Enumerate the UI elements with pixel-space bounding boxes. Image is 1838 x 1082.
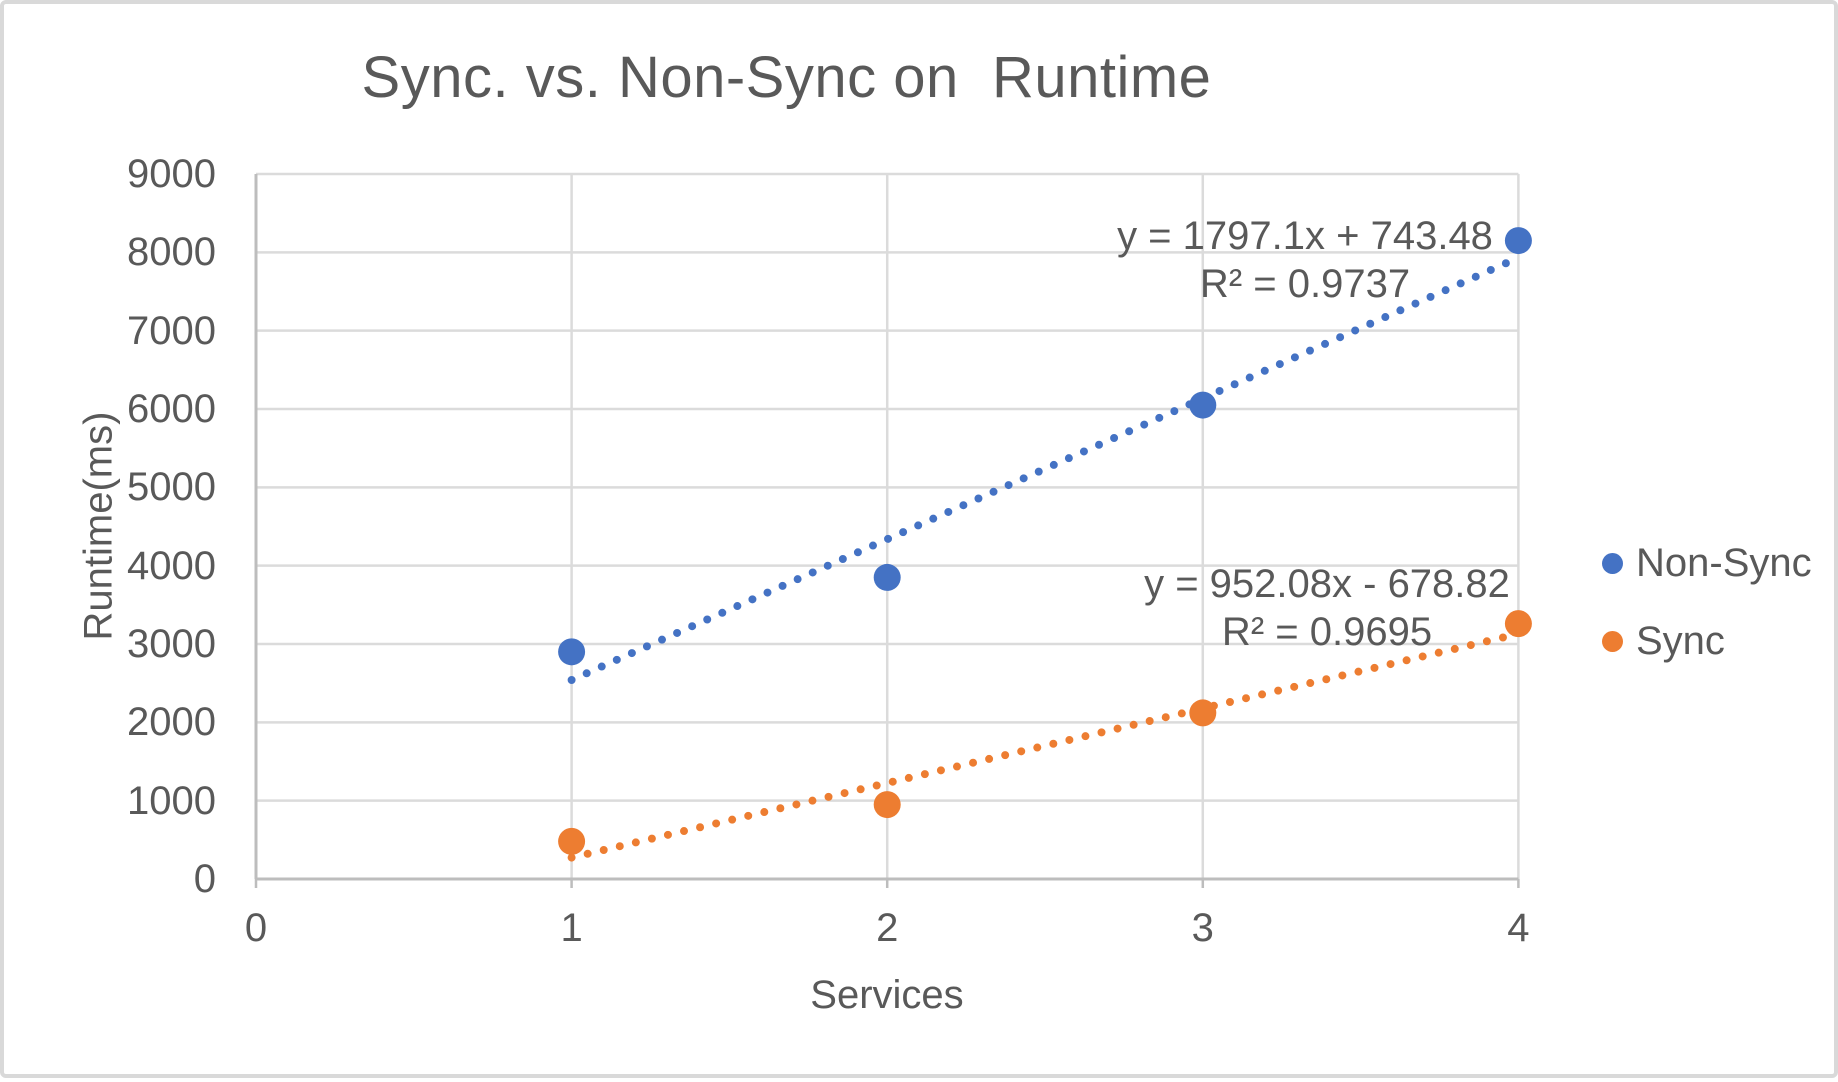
data-point-sync — [1504, 610, 1532, 638]
trendline-label-nonsync: y = 1797.1x + 743.48 R² = 0.9737 — [1117, 212, 1493, 308]
data-point-sync — [873, 791, 901, 819]
x-tick-label: 3 — [1191, 906, 1214, 950]
y-tick-label: 9000 — [127, 152, 216, 196]
chart-title: Sync. vs. Non-Sync on Runtime — [361, 45, 1212, 110]
y-tick-label: 4000 — [127, 543, 216, 588]
trendline-equation-nonsync: y = 1797.1x + 743.48 — [1117, 214, 1493, 258]
y-tick-label: 1000 — [127, 778, 216, 823]
x-tick-label: 0 — [244, 906, 268, 950]
data-point-non-sync — [873, 563, 901, 591]
trendline-label-sync: y = 952.08x - 678.82 R² = 0.9695 — [1144, 560, 1510, 656]
data-point-non-sync — [1189, 391, 1217, 419]
y-tick-label: 2000 — [127, 700, 216, 745]
x-tick-label: 2 — [876, 906, 899, 950]
y-tick-label: 8000 — [127, 230, 216, 275]
trendline-r2-nonsync: R² = 0.9737 — [1199, 262, 1411, 306]
legend-item-sync: Sync — [1602, 617, 1812, 666]
y-tick-label: 3000 — [127, 622, 216, 666]
y-tick-label: 5000 — [127, 465, 216, 510]
y-tick-label: 0 — [193, 857, 216, 901]
plot-area — [254, 172, 1532, 888]
trendline-r2-sync: R² = 0.9695 — [1221, 610, 1433, 654]
legend-marker-icon — [1602, 553, 1623, 574]
y-tick-label: 6000 — [127, 387, 216, 431]
legend-label: Sync — [1636, 619, 1725, 663]
data-point-non-sync — [558, 638, 586, 666]
y-tick-label: 7000 — [127, 308, 216, 353]
data-point-non-sync — [1504, 227, 1532, 255]
legend-marker-icon — [1602, 631, 1623, 652]
x-tick-label: 4 — [1507, 906, 1530, 950]
x-tick-label: 1 — [560, 906, 583, 950]
legend: Non-Sync Sync — [1602, 539, 1812, 666]
data-point-sync — [1189, 699, 1217, 727]
legend-label: Non-Sync — [1636, 541, 1812, 585]
y-axis-title: Runtime(ms) — [76, 411, 121, 641]
trendline-equation-sync: y = 952.08x - 678.82 — [1144, 562, 1510, 606]
x-axis-title: Services — [810, 973, 964, 1017]
data-point-sync — [558, 827, 586, 855]
trendline-sync — [567, 629, 1523, 862]
legend-item-non-sync: Non-Sync — [1602, 539, 1812, 588]
